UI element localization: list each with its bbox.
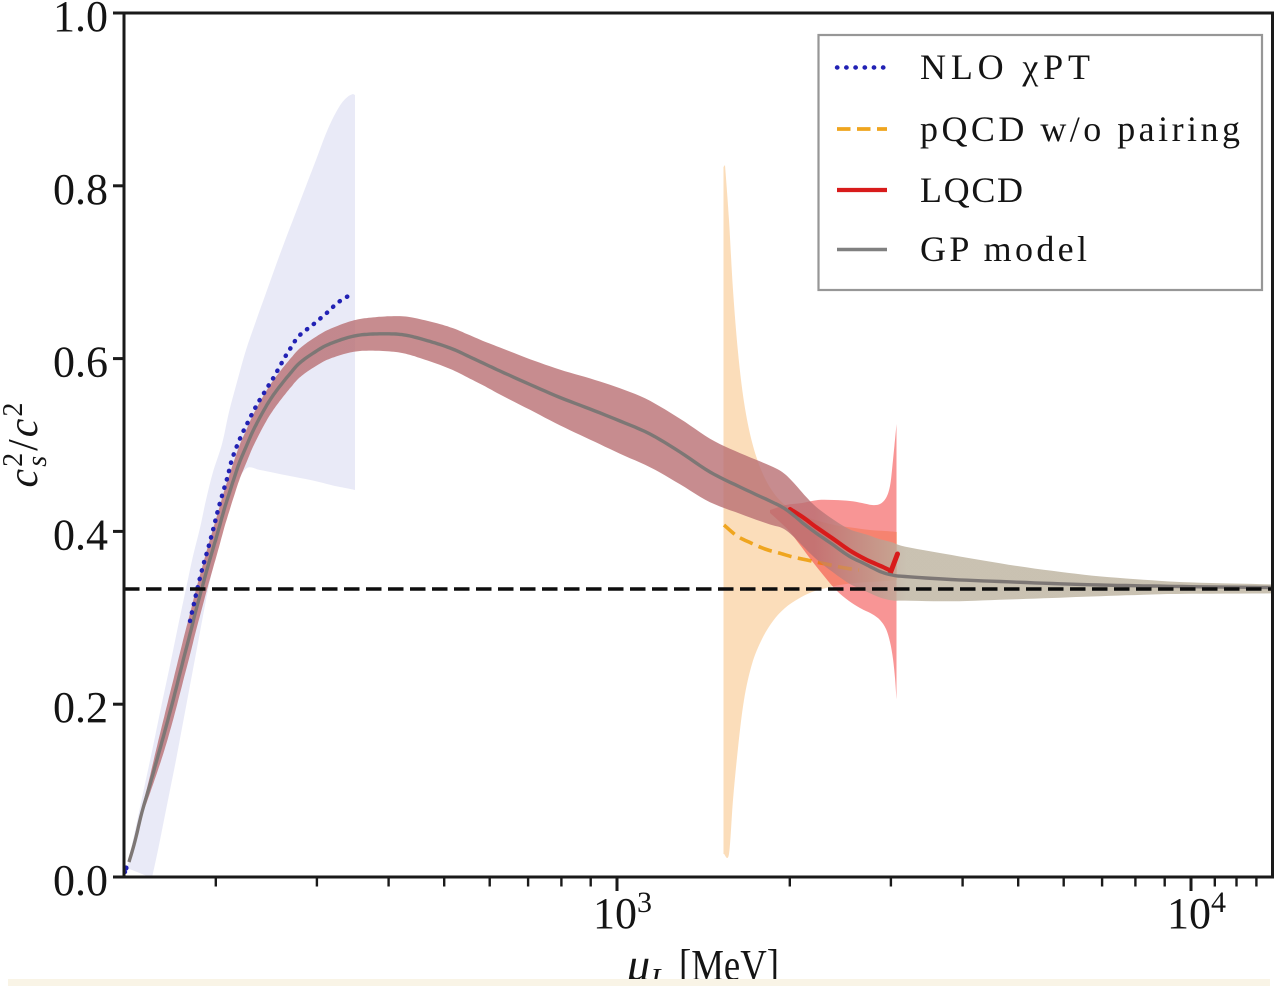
svg-text:[MeV]: [MeV] (679, 941, 779, 986)
svg-text:104: 104 (1167, 886, 1226, 938)
svg-text:0.4: 0.4 (53, 510, 108, 559)
svg-text:0.2: 0.2 (53, 683, 108, 732)
svg-text:0.8: 0.8 (53, 165, 108, 214)
svg-text:LQCD: LQCD (920, 170, 1023, 210)
svg-text:cs2/c2: cs2/c2 (0, 401, 53, 488)
svg-text:1.0: 1.0 (53, 0, 108, 41)
svg-text:0.6: 0.6 (53, 338, 108, 387)
svg-text:0.0: 0.0 (53, 856, 108, 905)
svg-text:GP model: GP model (920, 229, 1087, 269)
